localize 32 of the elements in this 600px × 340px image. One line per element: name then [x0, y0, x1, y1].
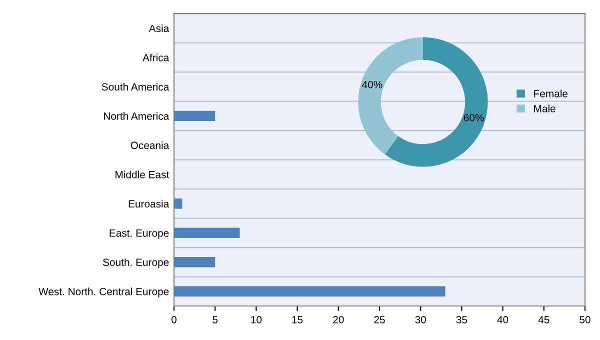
y-tick-label: Oceania [130, 141, 170, 150]
y-tick-label: Euroasia [128, 200, 170, 208]
bar [174, 198, 182, 209]
bar [174, 286, 446, 296]
x-tick-label: 35 [456, 316, 468, 324]
y-tick-label: South America [102, 82, 170, 91]
x-tick-label: 45 [538, 316, 550, 324]
legend-label: Female [534, 90, 568, 98]
bar [174, 228, 240, 238]
y-tick-label: East. Europe [110, 230, 169, 239]
x-tick-label: 10 [251, 316, 262, 324]
y-tick-label: South. Europe [103, 258, 169, 268]
bar [174, 110, 216, 122]
x-tick-label: 50 [580, 316, 590, 324]
x-tick-label: 5 [212, 316, 218, 324]
legend-label: Male [534, 104, 556, 112]
x-tick-label: 20 [333, 316, 344, 324]
x-tick-label: 30 [415, 316, 426, 324]
y-tick-label: Middle East [116, 170, 170, 178]
y-tick-label: West. North. Central Europe [38, 288, 169, 298]
x-tick-label: 0 [172, 316, 176, 324]
y-tick-label: North America [104, 112, 170, 120]
y-tick-label: Asia [148, 24, 170, 32]
x-tick-label: 25 [374, 316, 385, 324]
x-tick-label: 40 [497, 316, 508, 324]
data-label: 60% [464, 114, 484, 122]
donut-slice [358, 37, 423, 154]
data-label: 40% [362, 80, 382, 88]
x-tick-label: 15 [292, 316, 303, 324]
donut-slice [384, 37, 488, 167]
y-tick-label: Africa [142, 54, 170, 62]
bar [174, 257, 216, 268]
